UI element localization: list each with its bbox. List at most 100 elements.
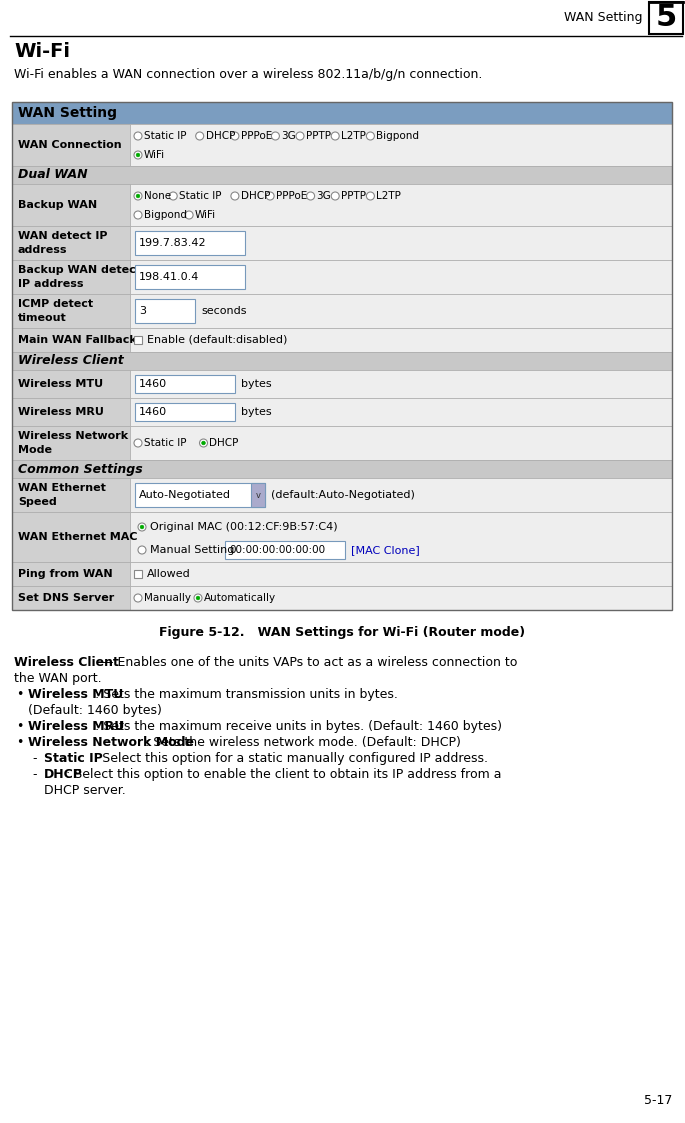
Circle shape — [194, 594, 202, 602]
FancyBboxPatch shape — [12, 351, 672, 369]
Text: Static IP: Static IP — [144, 131, 186, 141]
Text: the WAN port.: the WAN port. — [14, 672, 101, 685]
FancyBboxPatch shape — [12, 426, 130, 460]
Text: Enable (default:disabled): Enable (default:disabled) — [147, 335, 288, 345]
Circle shape — [231, 192, 239, 200]
Text: Wireless MRU: Wireless MRU — [28, 720, 124, 733]
Text: Backup WAN: Backup WAN — [18, 200, 97, 210]
FancyBboxPatch shape — [130, 398, 672, 426]
Text: Set DNS Server: Set DNS Server — [18, 593, 114, 603]
FancyBboxPatch shape — [649, 2, 683, 34]
FancyBboxPatch shape — [12, 184, 130, 226]
Text: Figure 5-12.   WAN Settings for Wi-Fi (Router mode): Figure 5-12. WAN Settings for Wi-Fi (Rou… — [159, 626, 525, 639]
Text: : Sets the maximum transmission units in bytes.: : Sets the maximum transmission units in… — [95, 688, 397, 701]
Text: seconds: seconds — [201, 305, 247, 316]
Text: Wi-Fi enables a WAN connection over a wireless 802.11a/b/g/n connection.: Wi-Fi enables a WAN connection over a wi… — [14, 69, 482, 81]
Text: Backup WAN detect
IP address: Backup WAN detect IP address — [18, 265, 141, 289]
Text: Main WAN Fallback: Main WAN Fallback — [18, 335, 137, 345]
FancyBboxPatch shape — [135, 403, 235, 421]
Circle shape — [231, 133, 239, 140]
Text: •: • — [16, 720, 23, 733]
Circle shape — [138, 523, 146, 531]
Text: L2TP: L2TP — [341, 131, 366, 141]
FancyBboxPatch shape — [12, 562, 130, 586]
Text: 00:00:00:00:00:00: 00:00:00:00:00:00 — [229, 545, 325, 555]
Text: v: v — [256, 491, 260, 500]
FancyBboxPatch shape — [130, 512, 672, 562]
Text: WAN Connection: WAN Connection — [18, 140, 122, 150]
Text: PPPoE: PPPoE — [241, 131, 272, 141]
Text: 5: 5 — [656, 3, 677, 33]
FancyBboxPatch shape — [12, 294, 130, 328]
Text: (Default: 1460 bytes): (Default: 1460 bytes) — [28, 704, 162, 716]
FancyBboxPatch shape — [12, 512, 130, 562]
Circle shape — [134, 192, 142, 200]
FancyBboxPatch shape — [130, 184, 672, 226]
Text: WAN Setting: WAN Setting — [18, 106, 117, 120]
FancyBboxPatch shape — [12, 102, 672, 124]
Circle shape — [138, 546, 146, 554]
Circle shape — [199, 439, 208, 447]
FancyBboxPatch shape — [130, 586, 672, 610]
Text: Static IP: Static IP — [179, 191, 222, 201]
Circle shape — [136, 153, 140, 157]
FancyBboxPatch shape — [134, 336, 142, 344]
Text: 3G: 3G — [282, 131, 296, 141]
Text: bytes: bytes — [241, 407, 272, 417]
Text: Wireless MRU: Wireless MRU — [18, 407, 104, 417]
FancyBboxPatch shape — [12, 398, 130, 426]
Circle shape — [134, 150, 142, 159]
Text: Wireless MTU: Wireless MTU — [28, 688, 123, 701]
Circle shape — [266, 192, 274, 200]
FancyBboxPatch shape — [135, 375, 235, 393]
FancyBboxPatch shape — [12, 226, 130, 261]
Text: -: - — [32, 752, 36, 765]
Text: Wireless MTU: Wireless MTU — [18, 378, 103, 389]
Text: WAN Ethernet MAC: WAN Ethernet MAC — [18, 532, 138, 542]
Text: PPTP: PPTP — [341, 191, 366, 201]
Text: Wi-Fi: Wi-Fi — [14, 42, 70, 61]
Text: [MAC Clone]: [MAC Clone] — [351, 545, 420, 555]
Text: WiFi: WiFi — [144, 150, 165, 159]
FancyBboxPatch shape — [130, 226, 672, 261]
Text: WAN Setting: WAN Setting — [564, 11, 643, 25]
Text: Manual Setting: Manual Setting — [150, 545, 234, 555]
Circle shape — [134, 439, 142, 447]
FancyBboxPatch shape — [135, 265, 245, 289]
Text: ICMP detect
timeout: ICMP detect timeout — [18, 300, 93, 322]
FancyBboxPatch shape — [130, 294, 672, 328]
Text: •: • — [16, 688, 23, 701]
Text: bytes: bytes — [241, 378, 272, 389]
Text: Manually: Manually — [144, 593, 191, 603]
FancyBboxPatch shape — [130, 261, 672, 294]
Circle shape — [271, 133, 279, 140]
Text: Wireless Network Mode: Wireless Network Mode — [28, 736, 194, 749]
FancyBboxPatch shape — [12, 586, 130, 610]
Text: DHCP: DHCP — [241, 191, 271, 201]
Text: None: None — [144, 191, 171, 201]
Text: : Sets the maximum receive units in bytes. (Default: 1460 bytes): : Sets the maximum receive units in byte… — [95, 720, 501, 733]
Text: Static IP: Static IP — [144, 438, 186, 448]
FancyBboxPatch shape — [12, 124, 130, 166]
FancyBboxPatch shape — [135, 483, 265, 506]
FancyBboxPatch shape — [12, 460, 672, 478]
Text: Common Settings: Common Settings — [18, 463, 142, 475]
Circle shape — [307, 192, 314, 200]
Text: PPPoE: PPPoE — [276, 191, 308, 201]
Circle shape — [366, 133, 375, 140]
Text: Allowed: Allowed — [147, 569, 190, 579]
Text: Wireless Client: Wireless Client — [14, 656, 119, 669]
Text: WAN detect IP
address: WAN detect IP address — [18, 231, 108, 255]
Text: : Sets the wireless network mode. (Default: DHCP): : Sets the wireless network mode. (Defau… — [145, 736, 460, 749]
Text: DHCP server.: DHCP server. — [44, 784, 126, 797]
Circle shape — [185, 211, 193, 219]
FancyBboxPatch shape — [130, 562, 672, 586]
Text: : Select this option to enable the client to obtain its IP address from a: : Select this option to enable the clien… — [66, 768, 501, 780]
FancyBboxPatch shape — [130, 478, 672, 512]
Circle shape — [169, 192, 177, 200]
Text: Static IP: Static IP — [44, 752, 103, 765]
Text: WiFi: WiFi — [195, 210, 216, 220]
Text: DHCP: DHCP — [206, 131, 235, 141]
Text: Wireless Client: Wireless Client — [18, 355, 124, 367]
Circle shape — [296, 133, 304, 140]
